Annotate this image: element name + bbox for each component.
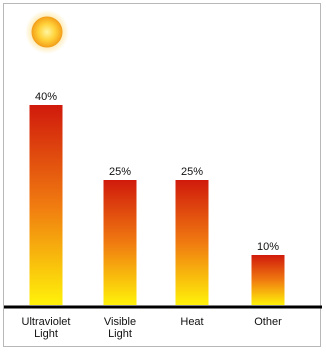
bar-2 [175,180,209,305]
value-label-3: 10% [257,241,279,253]
chart-frame: 40% 25% 25% 10% Ultraviolet Light Visible Ligh… [3,3,322,347]
bar-1 [103,180,137,305]
category-label-3: Other [254,316,282,328]
value-label-0: 40% [35,91,57,103]
bar-3 [251,255,285,305]
sun-icon [25,10,69,54]
value-label-2: 25% [181,166,203,178]
category-label-1: Visible Light [104,316,136,340]
category-label-2: Heat [180,316,203,328]
value-label-1: 25% [109,166,131,178]
bar-chart: 40% 25% 25% 10% Ultraviolet Light Visible Ligh… [4,10,322,340]
category-label-0: Ultraviolet Light [22,316,71,340]
bar-0 [29,105,63,305]
